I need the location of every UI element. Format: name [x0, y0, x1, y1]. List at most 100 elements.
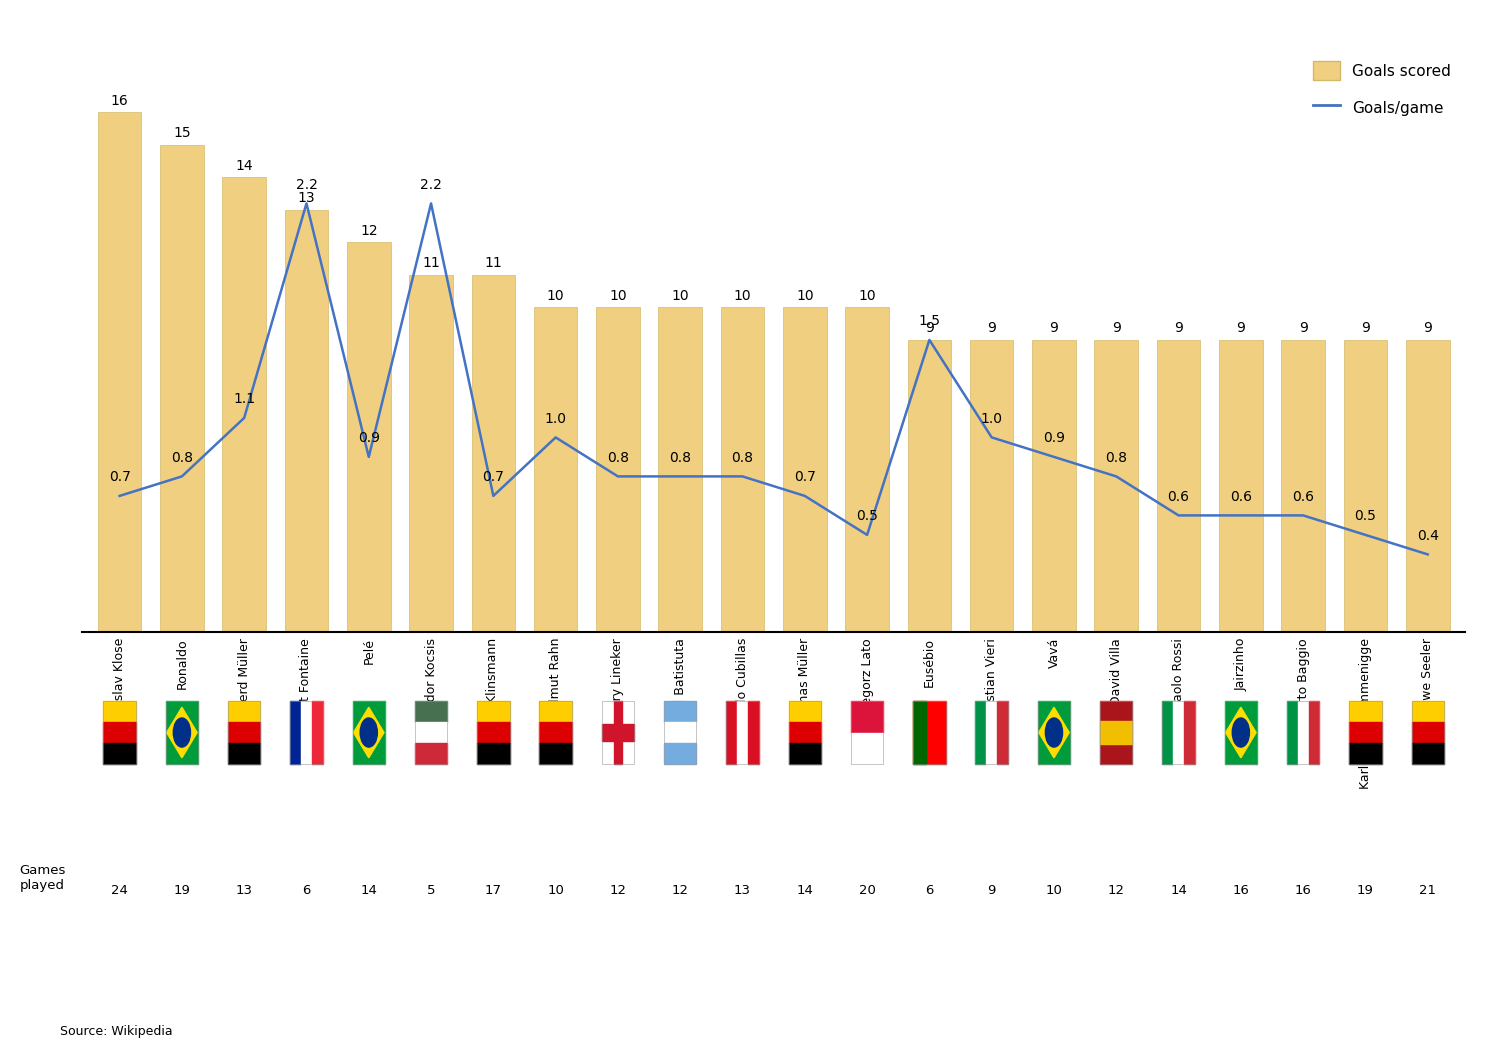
Text: 14: 14 — [797, 884, 813, 897]
Bar — [227, 722, 260, 743]
Bar — [227, 701, 260, 722]
Bar — [1218, 339, 1263, 632]
Bar — [1224, 701, 1257, 764]
Circle shape — [1045, 718, 1063, 747]
Text: 13: 13 — [298, 191, 315, 206]
Bar — [601, 724, 634, 741]
Bar — [471, 275, 516, 632]
Bar — [414, 701, 447, 722]
Text: 17: 17 — [484, 884, 502, 897]
Text: 9: 9 — [1299, 321, 1308, 335]
Bar — [477, 722, 510, 743]
Text: 0.8: 0.8 — [170, 451, 193, 465]
Bar — [1348, 701, 1381, 722]
Bar — [664, 722, 697, 743]
Bar — [166, 701, 197, 764]
Bar — [1100, 701, 1132, 764]
Bar — [1032, 339, 1076, 632]
Text: 15: 15 — [173, 126, 191, 140]
Bar — [1411, 701, 1444, 764]
Text: 0.7: 0.7 — [483, 470, 504, 484]
Bar — [789, 722, 821, 743]
Text: 9: 9 — [1423, 321, 1432, 335]
Text: 9: 9 — [1360, 321, 1369, 335]
Text: 11: 11 — [422, 256, 440, 270]
Text: 0.9: 0.9 — [1044, 431, 1064, 445]
Text: 1.0: 1.0 — [981, 412, 1003, 426]
Bar — [103, 701, 136, 764]
Text: 14: 14 — [1171, 884, 1187, 897]
Bar — [300, 701, 312, 764]
Text: 10: 10 — [795, 289, 813, 302]
Text: 14: 14 — [360, 884, 377, 897]
Bar — [789, 701, 821, 722]
Text: 0.8: 0.8 — [607, 451, 629, 465]
Bar — [1174, 701, 1184, 764]
Text: 12: 12 — [1108, 884, 1124, 897]
Text: 6: 6 — [302, 884, 311, 897]
Bar — [347, 242, 390, 632]
Bar — [987, 701, 997, 764]
Bar — [727, 701, 758, 764]
Bar — [997, 701, 1008, 764]
Bar — [789, 743, 821, 764]
Bar — [1411, 722, 1444, 743]
Bar — [664, 743, 697, 764]
Bar — [1411, 701, 1444, 722]
Text: 10: 10 — [547, 289, 565, 302]
Bar — [664, 701, 697, 722]
Bar — [477, 701, 510, 722]
Text: 10: 10 — [734, 289, 752, 302]
Text: 12: 12 — [610, 884, 626, 897]
Bar — [851, 701, 884, 764]
Text: 10: 10 — [608, 289, 626, 302]
Bar — [1344, 339, 1387, 632]
Text: 0.8: 0.8 — [731, 451, 753, 465]
Bar — [1162, 701, 1174, 764]
Text: 24: 24 — [111, 884, 129, 897]
Bar — [227, 743, 260, 764]
Text: 14: 14 — [235, 158, 253, 173]
Bar — [913, 701, 945, 764]
Bar — [540, 701, 571, 722]
Bar — [414, 743, 447, 764]
Bar — [1094, 339, 1138, 632]
Text: 12: 12 — [360, 223, 378, 237]
Text: 9: 9 — [987, 321, 996, 335]
Text: 2.2: 2.2 — [420, 178, 443, 192]
Text: 13: 13 — [734, 884, 750, 897]
Polygon shape — [353, 707, 384, 758]
Text: 0.6: 0.6 — [1230, 490, 1251, 504]
Bar — [414, 722, 447, 743]
Bar — [1308, 701, 1319, 764]
Text: 19: 19 — [1357, 884, 1374, 897]
Bar — [851, 733, 884, 764]
Polygon shape — [1039, 707, 1069, 758]
Bar — [789, 701, 821, 764]
Text: Source: Wikipedia: Source: Wikipedia — [60, 1026, 172, 1038]
Bar — [1348, 722, 1381, 743]
Text: 0.6: 0.6 — [1168, 490, 1190, 504]
Text: 9: 9 — [1236, 321, 1245, 335]
Bar — [907, 339, 951, 632]
Bar — [614, 701, 622, 764]
Bar — [913, 701, 945, 764]
Bar — [166, 701, 197, 764]
Bar — [290, 701, 300, 764]
Bar — [103, 722, 136, 743]
Bar — [312, 701, 323, 764]
Circle shape — [173, 718, 190, 747]
Text: 12: 12 — [671, 884, 689, 897]
Bar — [721, 308, 764, 632]
Bar — [1348, 701, 1381, 764]
Text: 0.5: 0.5 — [1354, 509, 1377, 523]
Bar — [1281, 339, 1325, 632]
Bar — [783, 308, 827, 632]
Bar — [227, 701, 260, 764]
Bar — [477, 743, 510, 764]
Text: 1.0: 1.0 — [544, 412, 567, 426]
Text: Games
played: Games played — [19, 864, 66, 892]
Text: 11: 11 — [484, 256, 502, 270]
Bar — [851, 701, 884, 733]
Bar — [410, 275, 453, 632]
